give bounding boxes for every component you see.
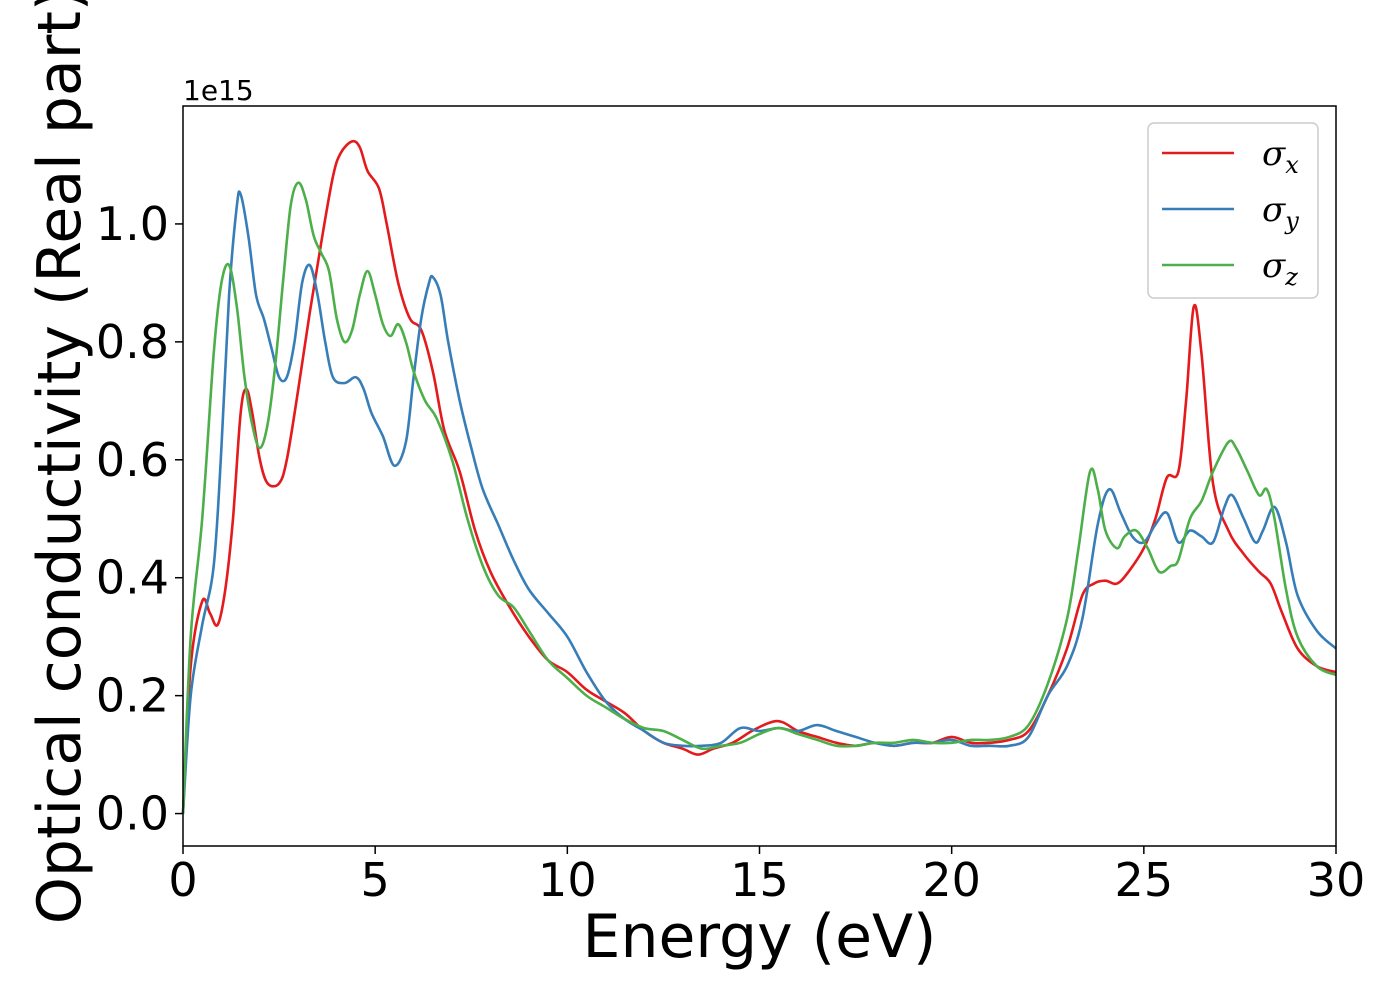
legend-label-y: σy xyxy=(1262,190,1299,235)
y-offset-label: 1e15 xyxy=(183,74,254,107)
x-tick-label: 30 xyxy=(1307,853,1366,907)
ticks-layer: 0 5 10 15 20 25 30 0.0 0.2 0.4 0.6 0.8 1.0 xyxy=(96,197,1365,907)
y-axis-label: Optical conductivity (Real part) xyxy=(25,0,95,924)
series-layer xyxy=(181,139,1337,814)
x-tick-label: 20 xyxy=(922,853,981,907)
x-tick-label: 10 xyxy=(538,853,597,907)
y-tick-label: 0.8 xyxy=(96,315,169,369)
y-tick-label: 0.2 xyxy=(96,669,169,723)
y-tick-label: 0.4 xyxy=(96,551,169,605)
series-line-x xyxy=(181,139,1337,814)
legend-label-x: σx xyxy=(1262,134,1299,179)
legend-label-z: σz xyxy=(1262,246,1298,291)
y-tick-label: 0.6 xyxy=(96,433,169,487)
x-tick-label: 15 xyxy=(730,853,789,907)
legend-frame xyxy=(1147,122,1319,299)
y-tick-label: 1.0 xyxy=(96,197,169,251)
legend: σx σy σz xyxy=(1147,122,1319,299)
x-axis-label: Energy (eV) xyxy=(583,902,937,972)
y-tick-label: 0.0 xyxy=(96,787,169,841)
series-line-z xyxy=(181,181,1337,814)
x-tick-label: 0 xyxy=(168,853,197,907)
x-tick-label: 25 xyxy=(1115,853,1174,907)
x-tick-label: 5 xyxy=(361,853,390,907)
